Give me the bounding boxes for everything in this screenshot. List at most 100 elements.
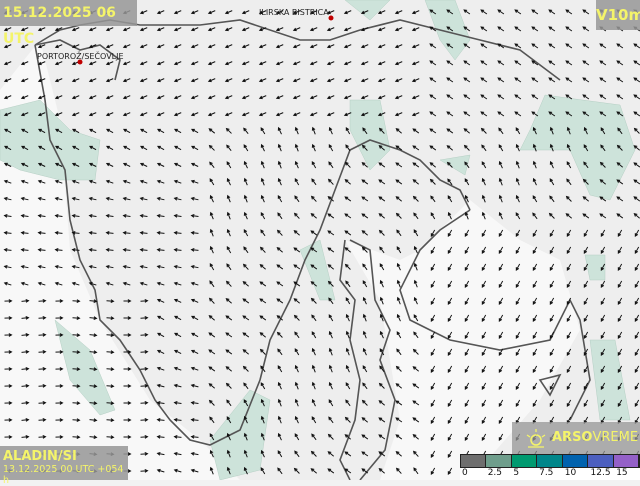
- wind-arrow: [532, 280, 538, 288]
- wind-arrow: [413, 331, 419, 339]
- wind-arrow: [226, 177, 231, 186]
- wind-arrow: [89, 316, 98, 320]
- wind-arrow: [243, 144, 249, 152]
- wind-arrow: [378, 229, 385, 236]
- wind-arrow: [37, 281, 46, 286]
- wind-arrow: [566, 331, 572, 339]
- wind-arrow: [481, 229, 487, 237]
- wind-arrow: [54, 78, 63, 83]
- wind-arrow: [481, 297, 487, 305]
- wind-arrow: [515, 331, 521, 339]
- wind-arrow: [260, 398, 265, 407]
- wind-arrow: [37, 112, 46, 117]
- wind-arrow: [209, 211, 214, 220]
- wind-arrow: [430, 297, 436, 305]
- legend-tick: 15: [616, 468, 628, 478]
- wind-arrow: [566, 399, 572, 407]
- wind-arrow: [481, 433, 487, 441]
- wind-arrow: [328, 347, 333, 356]
- wind-arrow: [173, 281, 182, 286]
- city-label-ilirska-bistrica: ILIRSKA BISTRICA: [259, 8, 329, 17]
- wind-arrow: [583, 229, 589, 237]
- wind-arrow: [566, 161, 572, 169]
- wind-arrow: [394, 95, 403, 100]
- wind-arrow: [361, 246, 368, 253]
- wind-arrow: [225, 349, 233, 355]
- brand-rest: VREME: [592, 430, 639, 445]
- wind-arrow: [139, 78, 148, 83]
- wind-arrow: [122, 78, 131, 83]
- wind-arrow: [412, 434, 419, 440]
- wind-arrow: [412, 348, 419, 355]
- wind-arrow: [88, 61, 97, 66]
- wind-arrow: [38, 418, 47, 422]
- wind-arrow: [89, 418, 98, 422]
- wind-arrow: [429, 178, 436, 185]
- wind-arrow: [532, 246, 538, 254]
- wind-arrow: [430, 382, 436, 390]
- wind-arrow: [429, 128, 437, 134]
- wind-arrow: [309, 95, 318, 100]
- wind-arrow: [208, 128, 216, 134]
- wind-arrow: [37, 95, 46, 100]
- wind-arrow: [446, 128, 454, 134]
- wind-arrow: [242, 263, 249, 270]
- wind-arrow: [310, 213, 317, 219]
- wind-arrow: [447, 314, 453, 322]
- wind-arrow: [3, 264, 12, 269]
- wind-arrow: [327, 178, 334, 185]
- wind-arrow: [260, 127, 266, 135]
- wind-arrow: [430, 229, 436, 237]
- wind-arrow: [464, 246, 470, 254]
- wind-arrow: [123, 367, 132, 371]
- wind-arrow: [156, 78, 165, 83]
- wind-arrow: [412, 128, 420, 134]
- legend-swatch: [511, 455, 538, 467]
- wind-arrow: [71, 196, 80, 201]
- wind-arrow: [464, 416, 470, 424]
- wind-arrow: [548, 9, 556, 15]
- wind-arrow: [139, 61, 148, 66]
- wind-arrow: [446, 60, 454, 66]
- wind-arrow: [361, 468, 369, 474]
- wind-arrow: [616, 196, 624, 202]
- wind-arrow: [361, 230, 369, 236]
- wind-arrow: [583, 314, 589, 322]
- wind-arrow: [260, 415, 265, 424]
- wind-arrow: [549, 229, 555, 237]
- wind-arrow: [429, 43, 437, 49]
- wind-arrow: [396, 348, 402, 356]
- city-label-portoroz: PORTOROŽ/SEČOVLJE: [37, 52, 124, 61]
- wind-arrow: [412, 162, 420, 168]
- wind-arrow: [88, 27, 97, 32]
- wind-arrow: [156, 162, 165, 167]
- wind-arrow: [311, 314, 317, 322]
- wind-arrow: [55, 367, 64, 371]
- city-marker-portoroz: [77, 59, 83, 65]
- wind-arrow: [88, 179, 97, 184]
- wind-arrow: [447, 263, 453, 271]
- wind-arrow: [379, 365, 385, 373]
- wind-arrow: [360, 95, 369, 100]
- wind-arrow: [277, 398, 282, 407]
- wind-arrow: [38, 384, 47, 388]
- wind-arrow: [309, 10, 318, 15]
- wind-arrow: [532, 365, 538, 373]
- wind-arrow: [429, 145, 437, 151]
- wind-arrow: [190, 179, 199, 184]
- wind-arrow: [123, 435, 132, 439]
- wind-arrow: [277, 160, 282, 169]
- wind-arrow: [377, 27, 386, 32]
- wind-arrow: [122, 44, 131, 49]
- wind-arrow: [413, 229, 419, 237]
- wind-arrow: [480, 9, 488, 15]
- wind-arrow: [583, 382, 589, 390]
- wind-arrow: [600, 382, 606, 390]
- wind-arrow: [633, 162, 640, 168]
- wind-arrow: [481, 144, 487, 152]
- wind-arrow: [243, 382, 249, 390]
- wind-arrow: [326, 61, 335, 66]
- wind-arrow: [309, 44, 318, 49]
- wind-arrow: [411, 44, 420, 49]
- wind-arrow: [532, 143, 537, 152]
